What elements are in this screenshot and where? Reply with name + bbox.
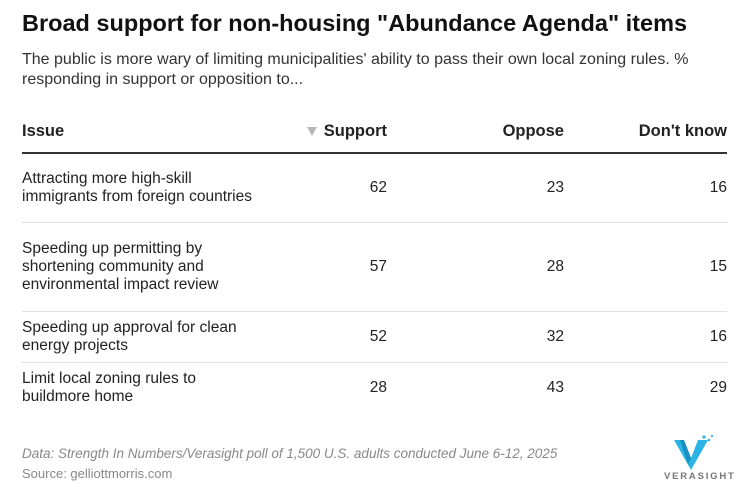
dont-know-value: 29	[709, 379, 727, 396]
chart-subtitle: The public is more wary of limiting muni…	[22, 51, 689, 88]
logo-text: VERASIGHT	[664, 471, 736, 482]
dont-know-value: 16	[709, 328, 727, 345]
support-value: 52	[369, 328, 387, 345]
column-header-support[interactable]: Support	[323, 122, 387, 140]
table-header: Issue Support Oppose Don't know	[22, 118, 727, 154]
table-row: Attracting more high-skill immigrants fr…	[22, 154, 727, 223]
issue-cell: Speeding up permitting by shortening com…	[22, 240, 219, 293]
data-note: Data: Strength In Numbers/Verasight poll…	[22, 446, 558, 461]
table-row: Limit local zoning rules to buildmore ho…	[22, 363, 727, 413]
data-table: Issue Support Oppose Don't know Attracti…	[22, 118, 727, 413]
oppose-value: 32	[546, 328, 564, 345]
column-header-oppose[interactable]: Oppose	[502, 122, 564, 140]
dont-know-value: 16	[709, 179, 727, 196]
table-row: Speeding up approval for clean energy pr…	[22, 312, 727, 363]
chart-title: Broad support for non-housing "Abundance…	[22, 10, 688, 36]
support-value: 28	[369, 379, 387, 396]
sort-desc-icon[interactable]	[307, 127, 317, 136]
verasight-logo-icon	[674, 434, 714, 470]
oppose-value: 43	[546, 379, 564, 396]
oppose-value: 23	[546, 179, 564, 196]
oppose-value: 28	[546, 258, 564, 275]
table-row: Speeding up permitting by shortening com…	[22, 223, 727, 312]
column-header-dont-know[interactable]: Don't know	[638, 122, 727, 140]
issue-cell: Limit local zoning rules to buildmore ho…	[22, 370, 197, 405]
support-value: 62	[369, 179, 387, 196]
source-link[interactable]: Source: gelliottmorris.com	[22, 466, 173, 481]
issue-cell: Attracting more high-skill immigrants fr…	[22, 170, 252, 205]
support-value: 57	[369, 258, 387, 275]
column-header-issue[interactable]: Issue	[22, 122, 65, 140]
issue-cell: Speeding up approval for clean energy pr…	[22, 319, 237, 354]
dont-know-value: 15	[709, 258, 727, 275]
